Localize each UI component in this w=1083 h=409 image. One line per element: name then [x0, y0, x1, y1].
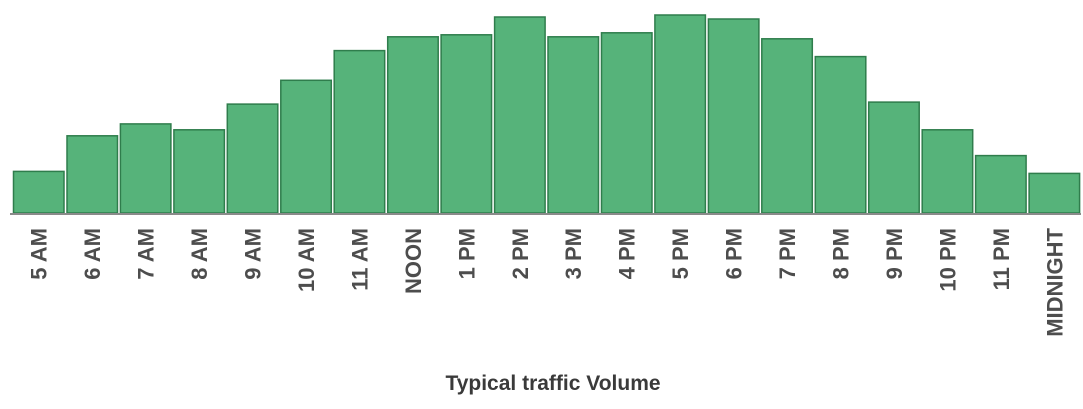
- x-tick-label: 5 PM: [668, 228, 693, 279]
- x-tick-label: MIDNIGHT: [1042, 227, 1067, 336]
- x-tick-label: 7 AM: [134, 228, 159, 280]
- x-tick-label: 3 PM: [561, 228, 586, 279]
- x-tick-label: 5 AM: [27, 228, 52, 280]
- bar-8-am: [173, 129, 226, 214]
- x-tick-label: 6 AM: [80, 228, 105, 280]
- bars-group: [12, 14, 1081, 214]
- bar-noon: [386, 36, 439, 214]
- bar-11-am: [333, 49, 386, 214]
- bar-6-pm: [707, 18, 760, 214]
- x-tick-label: 7 PM: [775, 228, 800, 279]
- x-axis-title: Typical traffic Volume: [445, 372, 660, 395]
- x-tick-label: 8 PM: [829, 228, 854, 279]
- bar-3-pm: [547, 36, 600, 214]
- x-tick-labels: 5 AM 6 AM 7 AM 8 AM 9 AM 10 AM 11 AM NOON 1 PM 2 …: [27, 227, 1068, 336]
- x-tick-label: 2 PM: [508, 228, 533, 279]
- bar-10-pm: [921, 129, 974, 214]
- bar-5-am: [12, 170, 65, 214]
- x-tick-label: NOON: [401, 228, 426, 294]
- bar-1-pm: [440, 34, 493, 214]
- x-tick-label: 11 PM: [989, 228, 1014, 290]
- bar-5-pm: [654, 14, 707, 214]
- x-tick-label: 11 AM: [347, 228, 372, 291]
- x-tick-label: 1 PM: [454, 228, 479, 279]
- bar-10-am: [280, 79, 333, 214]
- bar-midnight: [1028, 172, 1081, 214]
- x-tick-label: 10 AM: [294, 228, 319, 292]
- bar-4-pm: [600, 32, 653, 214]
- bar-7-pm: [761, 38, 814, 214]
- bar-11-pm: [974, 154, 1027, 214]
- bar-9-pm: [867, 101, 920, 214]
- bar-9-am: [226, 103, 279, 214]
- bar-8-pm: [814, 55, 867, 214]
- bar-6-am: [66, 135, 119, 214]
- x-tick-label: 8 AM: [187, 228, 212, 280]
- bar-2-pm: [493, 16, 546, 214]
- x-tick-label: 6 PM: [722, 228, 747, 279]
- x-tick-label: 9 AM: [241, 228, 266, 280]
- x-tick-label: 10 PM: [935, 228, 960, 292]
- x-tick-label: 9 PM: [882, 228, 907, 279]
- bar-7-am: [119, 123, 172, 214]
- x-tick-label: 4 PM: [615, 228, 640, 279]
